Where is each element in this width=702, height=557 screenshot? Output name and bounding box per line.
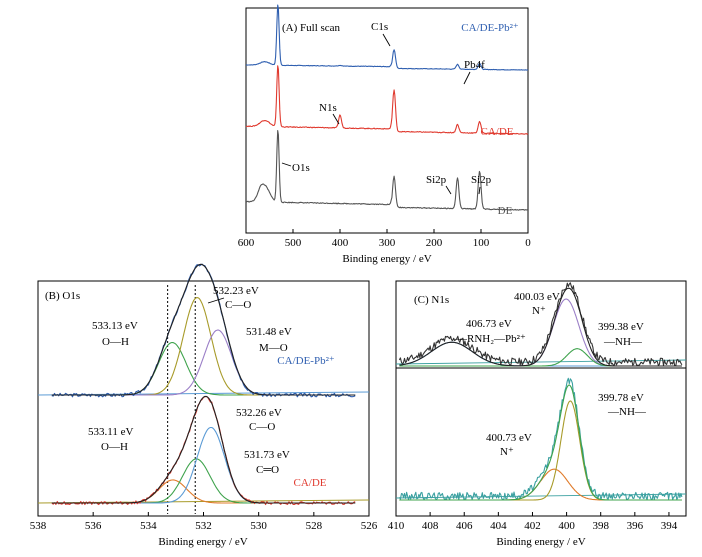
panel-b-series-0-fit	[51, 263, 356, 396]
b-peak-1-energy: 533.13 eV	[92, 320, 138, 332]
b-peak-6-bond: C═O	[256, 464, 279, 476]
panel-b-series-0-peak-0	[51, 341, 356, 396]
panel-a-series-label-pb: CA/DE-Pb²⁺	[461, 22, 519, 34]
panel-c-background-1	[395, 493, 687, 499]
annotation-pb4f: Pb4f	[464, 59, 485, 71]
c-peak-5-energy: 399.78 eV	[598, 392, 644, 404]
panel-a: (A) Full scan 600 500 400 300 200 100 0 Bindin…	[238, 4, 531, 265]
panel-b-series-label-pb: CA/DE-Pb²⁺	[277, 355, 335, 367]
x-tick-label-6: 0	[525, 237, 531, 249]
panel-b-xlabel: Binding energy / eV	[158, 536, 247, 548]
annotation-n1s: N1s	[319, 102, 337, 114]
b-arrow-2	[207, 297, 225, 304]
panel-a-series-2-line	[245, 130, 529, 211]
c-peak-4-energy: 400.73 eV	[486, 432, 532, 444]
arrow-si2p-1	[445, 185, 452, 195]
panel-b-title: (B) O1s	[45, 290, 80, 302]
x-tick-label-5: 400	[558, 520, 575, 532]
panel-c-frame	[395, 280, 687, 517]
arrow-pb4f	[463, 71, 471, 85]
x-tick-label-5: 528	[306, 520, 323, 532]
x-tick-label-6: 526	[361, 520, 378, 532]
b-peak-4-energy: 533.11 eV	[88, 426, 133, 438]
panel-a-series-1-line	[245, 65, 529, 135]
panel-c: (C) N1s 410 408 406 404 402 400 398 396 394 Bind…	[388, 280, 687, 548]
x-tick-label-0: 410	[388, 520, 405, 532]
panel-b-x-ticks: 538 536 534 532 530 528 526	[30, 512, 378, 532]
b-peak-6-energy: 531.73 eV	[244, 449, 290, 461]
panel-c-series-0-raw	[398, 282, 683, 367]
panel-a-x-ticks: 600 500 400 300 200 100 0	[238, 229, 531, 249]
panel-c-x-ticks: 410 408 406 404 402 400 398 396 394	[388, 512, 678, 532]
arrow-si2p-2	[478, 186, 481, 195]
c-peak-4-bond: N⁺	[500, 446, 514, 458]
b-peak-2-bond: C—O	[225, 299, 251, 311]
panel-a-series-label-cade: CA/DE	[481, 126, 514, 138]
x-tick-label-2: 534	[140, 520, 157, 532]
c-peak-2-bond: N⁺	[532, 305, 546, 317]
c-peak-1-energy: 406.73 eV	[466, 318, 512, 330]
annotation-si2p-2: Si2p	[471, 174, 492, 186]
x-tick-label-4: 200	[426, 237, 443, 249]
panel-a-curves	[245, 4, 529, 211]
panel-c-series-0-fit	[399, 287, 682, 367]
x-tick-label-3: 532	[195, 520, 212, 532]
x-tick-label-3: 404	[490, 520, 507, 532]
panel-c-curves	[395, 282, 687, 501]
panel-b-series-1-fit	[51, 395, 356, 504]
x-tick-label-8: 394	[661, 520, 678, 532]
c-peak-2-energy: 400.03 eV	[514, 291, 560, 303]
arrow-o1s	[281, 162, 292, 167]
b-peak-1-bond: O—H	[102, 336, 129, 348]
x-tick-label-4: 530	[250, 520, 267, 532]
x-tick-label-1: 536	[85, 520, 102, 532]
c-peak-5-bond: —NH—	[607, 406, 647, 418]
annotation-o1s: O1s	[292, 162, 310, 174]
annotation-si2p-1: Si2p	[426, 174, 447, 186]
x-tick-label-4: 402	[524, 520, 541, 532]
b-peak-2-energy: 532.23 eV	[213, 285, 259, 297]
panel-a-series-0-line	[246, 4, 529, 71]
b-peak-5-bond: C—O	[249, 421, 275, 433]
b-peak-3-bond: M—O	[259, 342, 288, 354]
x-tick-label-3: 300	[379, 237, 396, 249]
b-peak-3-energy: 531.48 eV	[246, 326, 292, 338]
panel-a-series-label-de: DE	[498, 205, 513, 217]
panel-a-title: (A) Full scan	[282, 22, 341, 34]
panel-b-series-label-cade: CA/DE	[294, 477, 327, 489]
x-tick-label-2: 400	[332, 237, 349, 249]
c-peak-1-bond: —RNH₂—Pb²⁺	[455, 333, 526, 345]
c-peak-3-bond: —NH—	[603, 336, 643, 348]
arrow-c1s	[382, 33, 391, 47]
panel-b-series-0-peak-1	[51, 297, 356, 396]
b-peak-5-energy: 532.26 eV	[236, 407, 282, 419]
x-tick-label-1: 500	[285, 237, 302, 249]
x-tick-label-2: 406	[456, 520, 473, 532]
x-tick-label-0: 538	[30, 520, 47, 532]
panel-c-series-1-fit	[399, 384, 682, 501]
c-peak-3-energy: 399.38 eV	[598, 321, 644, 333]
b-peak-4-bond: O—H	[101, 441, 128, 453]
arrow-n1s	[332, 113, 340, 125]
panel-b: (B) O1s 538 536 534 532 530 528 526 Binding en…	[30, 263, 378, 548]
x-tick-label-5: 100	[473, 237, 490, 249]
annotation-c1s: C1s	[371, 21, 388, 33]
panel-a-xlabel: Binding energy / eV	[342, 253, 431, 265]
panel-b-curves	[37, 263, 370, 514]
panel-c-background-0	[395, 359, 687, 365]
panel-c-xlabel: Binding energy / eV	[496, 536, 585, 548]
x-tick-label-6: 398	[592, 520, 609, 532]
x-tick-label-0: 600	[238, 237, 255, 249]
x-tick-label-7: 396	[627, 520, 644, 532]
x-tick-label-1: 408	[422, 520, 439, 532]
panel-c-title: (C) N1s	[414, 294, 449, 306]
